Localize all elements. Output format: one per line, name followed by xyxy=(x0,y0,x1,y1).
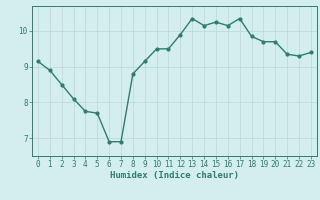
X-axis label: Humidex (Indice chaleur): Humidex (Indice chaleur) xyxy=(110,171,239,180)
